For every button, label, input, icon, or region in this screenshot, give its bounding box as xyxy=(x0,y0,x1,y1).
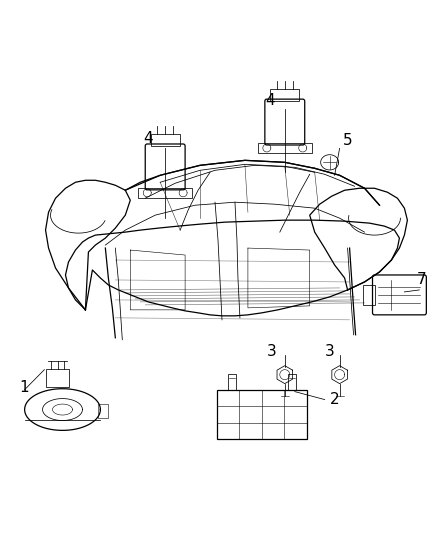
Text: 3: 3 xyxy=(325,344,335,359)
Bar xyxy=(258,143,312,153)
Bar xyxy=(99,403,108,417)
Text: 4: 4 xyxy=(265,93,275,108)
Text: 7: 7 xyxy=(417,272,426,287)
Bar xyxy=(151,134,180,146)
Text: 4: 4 xyxy=(143,131,153,146)
Text: 1: 1 xyxy=(20,380,29,395)
Bar xyxy=(270,89,299,101)
Bar xyxy=(138,188,192,198)
Bar xyxy=(217,390,307,439)
Text: 2: 2 xyxy=(330,392,339,407)
Bar xyxy=(46,369,70,387)
Text: 3: 3 xyxy=(267,344,277,359)
Bar xyxy=(363,285,374,305)
Bar xyxy=(288,374,296,390)
Text: 5: 5 xyxy=(343,133,353,148)
Bar xyxy=(228,374,236,390)
